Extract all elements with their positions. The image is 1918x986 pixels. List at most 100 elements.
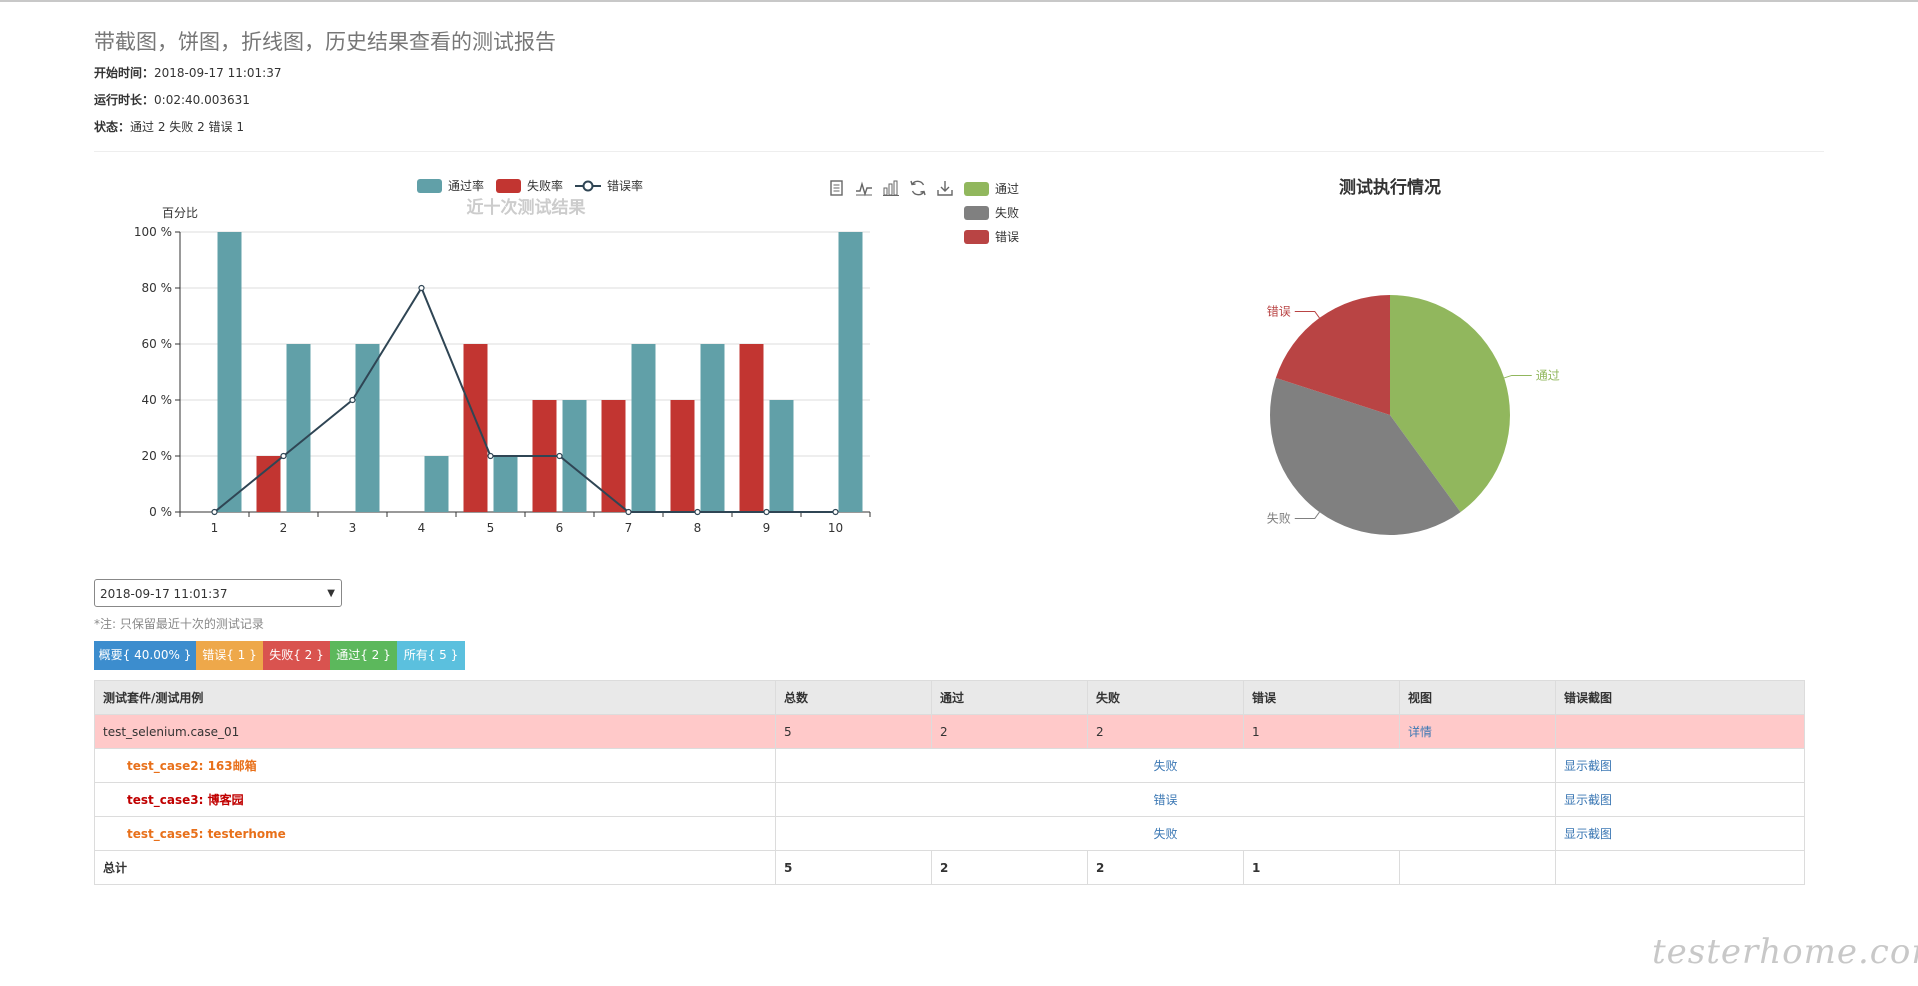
error-rate-point[interactable]: [280, 452, 287, 460]
x-tick-label: 1: [211, 521, 219, 535]
error-rate-point[interactable]: [694, 508, 701, 516]
data-view-icon[interactable]: [828, 179, 846, 197]
case-status-link[interactable]: 失败: [1153, 759, 1178, 773]
fail-filter-button[interactable]: 失败{ 2 }: [263, 641, 330, 670]
pie-legend-fail[interactable]: 失败: [964, 201, 1019, 225]
pie-slice[interactable]: [1390, 295, 1510, 513]
case-status-link[interactable]: 错误: [1153, 793, 1178, 807]
bar-fail[interactable]: [670, 400, 695, 512]
bar-fail[interactable]: [739, 344, 764, 512]
case-name: test_case2: 163邮箱: [94, 748, 776, 783]
bar-chart-marks: [211, 232, 863, 516]
page-title: 带截图，饼图，折线图，历史结果查看的测试报告: [94, 30, 556, 54]
bar-pass[interactable]: [838, 232, 863, 512]
pie-label: 通过: [1536, 368, 1560, 382]
total-count: 5: [775, 850, 932, 885]
y-tick-label: 60 %: [142, 337, 173, 351]
suite-row: test_selenium.case_01 5 2 2 1 详情: [94, 714, 1805, 749]
x-tick-label: 5: [487, 521, 495, 535]
history-select[interactable]: 2018-09-17 11:01:37 ▼: [94, 579, 342, 607]
legend-pass-rate[interactable]: 通过率: [417, 177, 484, 194]
error-rate-point[interactable]: [763, 508, 770, 516]
x-tick-label: 9: [763, 521, 771, 535]
bar-fail[interactable]: [601, 400, 626, 512]
y-tick-label: 20 %: [142, 449, 173, 463]
suite-pass: 2: [931, 714, 1088, 749]
x-tick-label: 3: [349, 521, 357, 535]
caret-down-icon: ▼: [327, 588, 335, 599]
pie-slice[interactable]: [1270, 377, 1461, 535]
bar-pass[interactable]: [700, 344, 725, 512]
bar-pass[interactable]: [493, 456, 518, 512]
y-tick-label: 80 %: [142, 281, 173, 295]
bar-fail[interactable]: [256, 456, 281, 512]
suite-total: 5: [775, 714, 932, 749]
y-tick-label: 100 %: [134, 225, 172, 239]
show-screenshot-link[interactable]: 显示截图: [1564, 793, 1613, 807]
x-tick-label: 4: [418, 521, 426, 535]
pass-filter-button[interactable]: 通过{ 2 }: [330, 641, 397, 670]
watermark: testerhome.com: [1652, 932, 1918, 972]
total-fail: 2: [1087, 850, 1244, 885]
total-pass: 2: [931, 850, 1088, 885]
bar-pass[interactable]: [562, 400, 587, 512]
error-rate-point[interactable]: [211, 508, 218, 516]
y-tick-label: 40 %: [142, 393, 173, 407]
header-screenshot: 错误截图: [1555, 680, 1805, 715]
legend-fail-rate[interactable]: 失败率: [496, 177, 563, 194]
download-icon[interactable]: [936, 179, 954, 197]
table-row: test_case5: testerhome 失败 显示截图: [94, 816, 1805, 851]
pie-label: 错误: [1267, 304, 1291, 318]
error-rate-point[interactable]: [418, 284, 425, 292]
pie-legend-pass[interactable]: 通过: [964, 177, 1019, 201]
bar-switch-icon[interactable]: [882, 179, 900, 197]
error-rate-point[interactable]: [349, 396, 356, 404]
show-screenshot-link[interactable]: 显示截图: [1564, 759, 1613, 773]
legend-error-rate[interactable]: 错误率: [575, 177, 643, 194]
bar-legend: 通过率 失败率 错误率: [417, 177, 643, 194]
bar-pass[interactable]: [424, 456, 449, 512]
bar-pass[interactable]: [217, 232, 242, 512]
suite-error: 1: [1243, 714, 1400, 749]
bar-pass[interactable]: [355, 344, 380, 512]
header-error: 错误: [1243, 680, 1400, 715]
suite-name: test_selenium.case_01: [94, 714, 776, 749]
bar-pass[interactable]: [769, 400, 794, 512]
error-rate-point[interactable]: [832, 508, 839, 516]
bar-pass[interactable]: [286, 344, 311, 512]
pie-label-line: [1294, 511, 1320, 520]
pie-slice[interactable]: [1275, 295, 1390, 415]
status: 状态：通过 2 失败 2 错误 1: [94, 120, 244, 134]
detail-link[interactable]: 详情: [1408, 725, 1433, 739]
duration: 运行时长：0:02:40.003631: [94, 93, 250, 107]
y-axis-label: 百分比: [162, 206, 198, 220]
error-filter-button[interactable]: 错误{ 1 }: [196, 641, 263, 670]
pie-legend: 通过 失败 错误: [964, 177, 1019, 249]
pie-label-line: [1294, 310, 1320, 319]
bar-pass[interactable]: [631, 344, 656, 512]
table-row: test_case2: 163邮箱 失败 显示截图: [94, 748, 1805, 783]
error-rate-point[interactable]: [487, 452, 494, 460]
x-tick-label: 8: [694, 521, 702, 535]
case-status-link[interactable]: 失败: [1153, 827, 1178, 841]
pie-chart-title: 测试执行情况: [1339, 177, 1441, 198]
chart-toolbar: [828, 179, 954, 197]
table-header: 测试套件/测试用例 总数 通过 失败 错误 视图 错误截图: [94, 680, 1805, 715]
start-time: 开始时间：2018-09-17 11:01:37: [94, 66, 282, 80]
line-switch-icon[interactable]: [855, 179, 873, 197]
error-rate-point[interactable]: [625, 508, 632, 516]
total-label: 总计: [94, 850, 776, 885]
error-rate-point[interactable]: [556, 452, 563, 460]
all-filter-button[interactable]: 所有{ 5 }: [397, 641, 465, 670]
bar-fail[interactable]: [463, 344, 488, 512]
x-tick-label: 6: [556, 521, 564, 535]
line-legend-icon: [575, 180, 602, 191]
show-screenshot-link[interactable]: 显示截图: [1564, 827, 1613, 841]
summary-button[interactable]: 概要{ 40.00% }: [94, 641, 196, 670]
pie-legend-error[interactable]: 错误: [964, 225, 1019, 249]
restore-icon[interactable]: [909, 179, 927, 197]
history-note: *注: 只保留最近十次的测试记录: [94, 617, 264, 631]
header-pass: 通过: [931, 680, 1088, 715]
